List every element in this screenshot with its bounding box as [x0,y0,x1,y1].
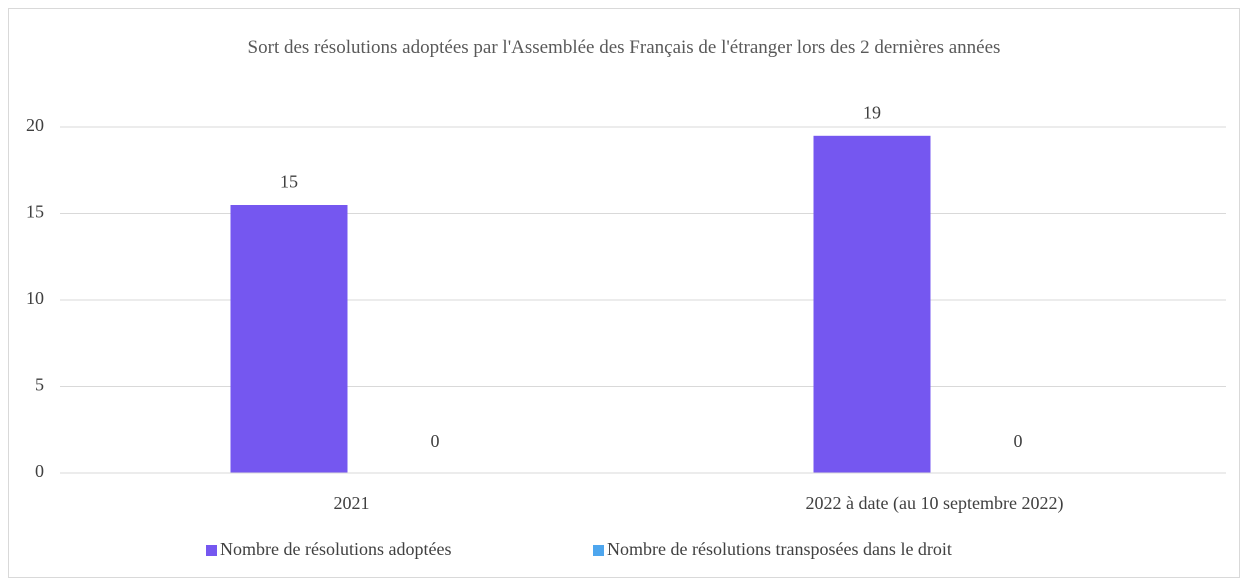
y-tick-label: 15 [26,202,44,222]
value-label: 15 [280,172,298,192]
bar [230,205,348,473]
value-label: 19 [863,102,881,122]
y-tick-label: 0 [35,461,44,481]
value-label: 0 [431,431,440,451]
legend-swatch [206,545,217,556]
y-tick-label: 10 [26,288,44,308]
y-tick-label: 5 [35,375,44,395]
legend-label: Nombre de résolutions adoptées [220,539,451,559]
x-tick-label: 2021 [334,493,370,513]
chart-title: Sort des résolutions adoptées par l'Asse… [247,37,1001,58]
legend-swatch [593,545,604,556]
legend-label: Nombre de résolutions transposées dans l… [607,539,952,559]
chart-border [8,8,1240,578]
value-label: 0 [1014,431,1023,451]
y-tick-label: 20 [26,115,44,135]
x-tick-label: 2022 à date (au 10 septembre 2022) [806,493,1064,514]
bar [813,135,931,473]
